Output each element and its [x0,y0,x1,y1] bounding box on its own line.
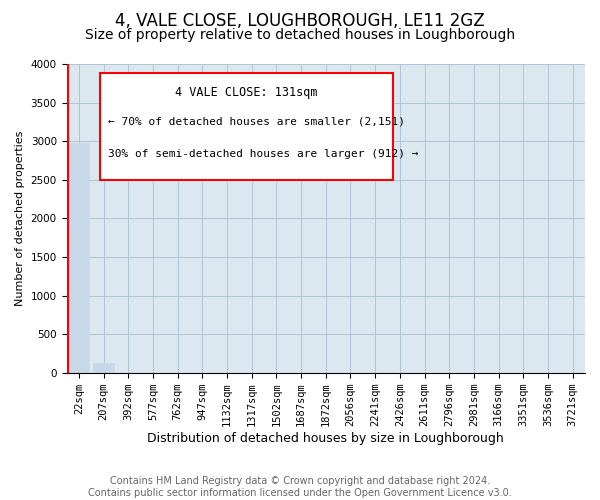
Text: 4 VALE CLOSE: 131sqm: 4 VALE CLOSE: 131sqm [175,86,318,98]
Text: Contains HM Land Registry data © Crown copyright and database right 2024.
Contai: Contains HM Land Registry data © Crown c… [88,476,512,498]
Y-axis label: Number of detached properties: Number of detached properties [15,131,25,306]
Text: Size of property relative to detached houses in Loughborough: Size of property relative to detached ho… [85,28,515,42]
X-axis label: Distribution of detached houses by size in Loughborough: Distribution of detached houses by size … [148,432,504,445]
Text: 4, VALE CLOSE, LOUGHBOROUGH, LE11 2GZ: 4, VALE CLOSE, LOUGHBOROUGH, LE11 2GZ [115,12,485,30]
Text: ← 70% of detached houses are smaller (2,151): ← 70% of detached houses are smaller (2,… [108,116,405,126]
FancyBboxPatch shape [100,74,393,180]
Bar [68,143,89,373]
Bar [93,363,114,373]
Text: 30% of semi-detached houses are larger (912) →: 30% of semi-detached houses are larger (… [108,149,419,159]
